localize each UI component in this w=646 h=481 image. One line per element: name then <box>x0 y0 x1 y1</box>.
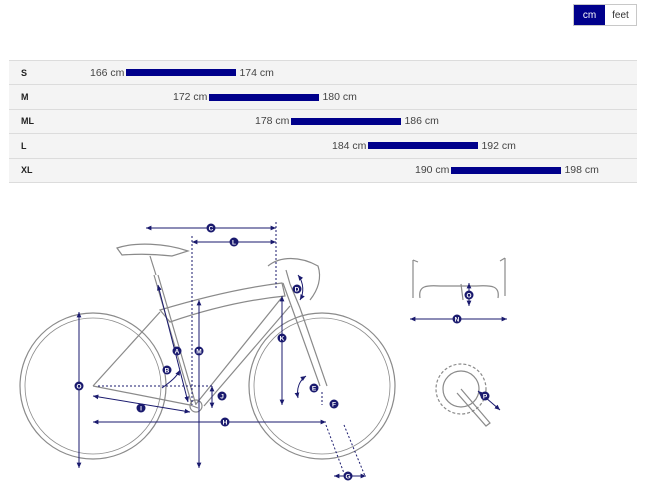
front-rim <box>253 317 391 455</box>
svg-text:A: A <box>175 348 180 355</box>
svg-text:G: G <box>345 473 350 480</box>
size-row-xl: XL 190 cm 198 cm <box>9 157 637 183</box>
bike-geometry-diagram: C L D K A M B O E J F I H G N O P <box>19 222 507 481</box>
dim-e-arc <box>294 375 307 399</box>
svg-text:M: M <box>196 348 201 355</box>
chainring-outer <box>435 363 487 415</box>
svg-text:B: B <box>165 367 170 374</box>
marker-i: I <box>136 403 146 413</box>
handlebar <box>267 257 321 301</box>
marker-j: J <box>217 391 227 401</box>
svg-text:I: I <box>140 405 142 412</box>
svg-text:E: E <box>312 385 317 392</box>
size-row-l: L 184 cm 192 cm <box>9 133 637 158</box>
size-chart-table: S 166 cm 174 cm M 172 cm 180 cm ML 178 cm 1… <box>9 60 637 183</box>
height-range-bar <box>451 166 562 174</box>
height-max: 180 cm <box>322 91 357 104</box>
height-min: 172 cm <box>173 91 208 104</box>
height-range-bar <box>209 93 320 101</box>
height-min: 190 cm <box>415 164 450 177</box>
geometry-markers: C L D K A M B O E J F I H G N O P <box>74 223 490 481</box>
svg-text:F: F <box>332 401 336 408</box>
height-range: 178 cm 186 cm <box>255 110 439 133</box>
unit-feet-button[interactable]: feet <box>605 5 636 25</box>
size-row-s: S 166 cm 174 cm <box>9 60 637 85</box>
marker-e: E <box>309 383 319 393</box>
seatpost <box>149 255 157 276</box>
marker-d: D <box>292 284 302 294</box>
height-max: 198 cm <box>564 164 599 177</box>
height-min: 184 cm <box>332 139 367 152</box>
marker-m: M <box>194 346 204 356</box>
svg-text:C: C <box>209 225 214 232</box>
svg-text:D: D <box>295 286 300 293</box>
marker-g: G <box>343 471 353 481</box>
bike-illustration <box>19 243 506 460</box>
height-min: 178 cm <box>255 115 290 128</box>
fork <box>282 282 328 387</box>
height-max: 186 cm <box>404 115 439 128</box>
marker-h: H <box>220 417 230 427</box>
stem <box>285 269 291 285</box>
marker-f: F <box>329 399 339 409</box>
size-label: M <box>21 92 29 103</box>
height-max: 192 cm <box>481 139 516 152</box>
height-max: 174 cm <box>239 66 274 79</box>
svg-text:O: O <box>466 292 471 299</box>
dim-d-arc <box>297 274 305 301</box>
height-range: 166 cm 174 cm <box>90 61 274 84</box>
handlebar-front-view <box>412 258 506 299</box>
svg-text:J: J <box>220 393 224 400</box>
height-range-bar <box>126 69 237 77</box>
size-label: ML <box>21 116 34 127</box>
size-label: L <box>21 140 27 151</box>
marker-k: K <box>277 333 287 343</box>
svg-text:N: N <box>455 316 460 323</box>
svg-text:L: L <box>232 239 236 246</box>
dim-b-arc <box>161 369 181 389</box>
down-tube <box>195 295 291 407</box>
marker-p: P <box>480 391 490 401</box>
marker-a: A <box>172 346 182 356</box>
unit-toggle: cm feet <box>573 4 637 26</box>
handlebar-front-detail <box>412 257 506 301</box>
svg-text:P: P <box>483 393 488 400</box>
height-range: 184 cm 192 cm <box>332 134 516 157</box>
front-wheel <box>248 312 396 460</box>
unit-cm-button[interactable]: cm <box>574 5 605 25</box>
size-label: XL <box>21 165 33 176</box>
height-range-bar <box>291 117 402 125</box>
marker-n: N <box>452 314 462 324</box>
dim-guide-g2 <box>343 424 366 477</box>
marker-c: C <box>206 223 216 233</box>
crank-arm <box>456 388 491 427</box>
bottom-bracket <box>189 399 203 413</box>
chainring-inner <box>442 370 480 408</box>
height-range: 172 cm 180 cm <box>173 85 357 108</box>
dim-a-line <box>157 284 189 403</box>
saddle <box>116 243 190 257</box>
marker-b: B <box>162 365 172 375</box>
svg-text:K: K <box>280 335 285 342</box>
height-min: 166 cm <box>90 66 125 79</box>
size-label: S <box>21 67 28 78</box>
size-row-m: M 172 cm 180 cm <box>9 84 637 109</box>
svg-text:O: O <box>76 383 81 390</box>
marker-o: O <box>74 381 84 391</box>
measurement-lines <box>76 222 507 479</box>
height-range-bar <box>368 142 479 150</box>
svg-text:H: H <box>223 419 228 426</box>
height-range: 190 cm 198 cm <box>415 159 599 182</box>
marker-o-handlebar: O <box>464 290 474 300</box>
size-row-ml: ML 178 cm 186 cm <box>9 108 637 134</box>
dim-guide-g1 <box>325 424 346 477</box>
marker-l: L <box>229 237 239 247</box>
